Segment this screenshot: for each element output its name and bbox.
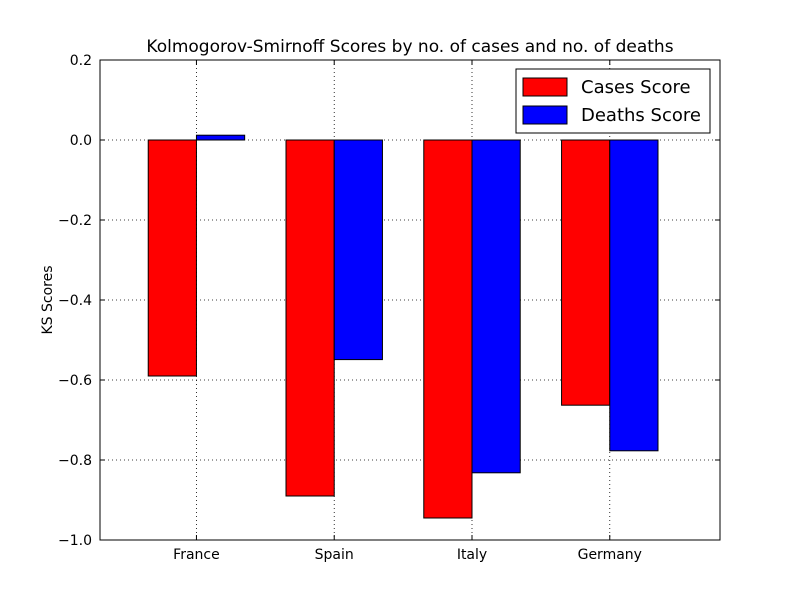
- legend-label-deaths: Deaths Score: [581, 105, 701, 126]
- x-axis-ticks: France Spain Italy Germany: [173, 60, 642, 563]
- y-axis-ticks: 0.2 0.0 −0.2 −0.4 −0.6 −0.8 −1.0: [58, 53, 720, 549]
- bar-deaths-spain: [333, 139, 383, 361]
- bar-cases-france: [147, 139, 197, 377]
- bar-cases-italy: [423, 139, 473, 519]
- x-tick-label: Italy: [457, 547, 487, 563]
- chart-title: Kolmogorov-Smirnoff Scores by no. of cas…: [146, 37, 673, 57]
- y-tick-label: −0.4: [58, 293, 92, 309]
- y-tick-label: −0.6: [58, 373, 92, 389]
- y-tick-label: −0.2: [58, 213, 92, 229]
- bars: [147, 134, 659, 519]
- y-tick-label: 0.0: [70, 133, 92, 149]
- legend-label-cases: Cases Score: [581, 77, 691, 98]
- y-tick-label: 0.2: [70, 53, 92, 69]
- legend-swatch-cases: [522, 77, 568, 97]
- legend-swatch-deaths: [522, 105, 568, 125]
- x-tick-label: Germany: [578, 547, 642, 563]
- y-tick-label: −1.0: [58, 533, 92, 549]
- y-tick-label: −0.8: [58, 453, 92, 469]
- legend: Cases Score Deaths Score: [515, 68, 711, 134]
- x-tick-label: France: [173, 547, 220, 563]
- bar-deaths-france: [195, 134, 246, 141]
- y-axis-label: KS Scores: [40, 265, 56, 334]
- x-tick-label: Spain: [315, 547, 354, 563]
- bar-deaths-italy: [471, 139, 521, 474]
- bar-deaths-germany: [609, 139, 659, 452]
- bar-cases-spain: [285, 139, 335, 497]
- bar-cases-germany: [561, 139, 611, 406]
